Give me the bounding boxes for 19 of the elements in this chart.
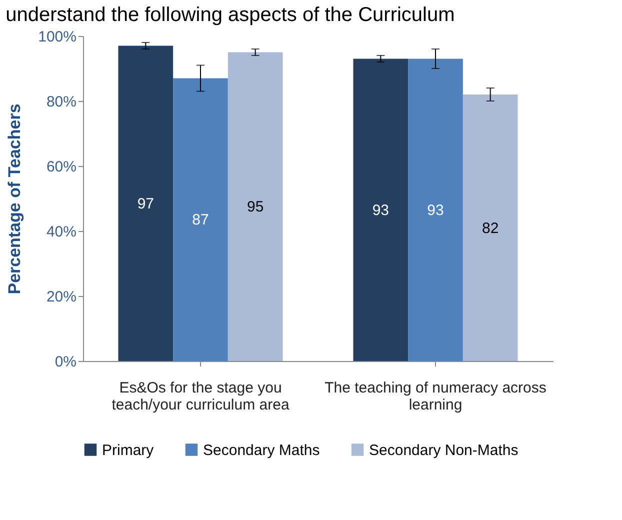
y-tick-label: 80% <box>46 94 76 110</box>
y-tick-label: 0% <box>54 354 76 370</box>
legend-label: Secondary Non-Maths <box>369 442 518 459</box>
chart-title: understand the following aspects of the Curriculum <box>6 4 455 26</box>
data-label: 87 <box>192 212 209 229</box>
legend-label: Secondary Maths <box>203 442 320 459</box>
y-axis-title: Percentage of Teachers <box>5 104 24 294</box>
y-tick-label: 40% <box>46 224 76 240</box>
data-label: 97 <box>137 195 154 212</box>
x-tick-label: The teaching of numeracy across learning <box>324 380 546 414</box>
data-label: 95 <box>246 198 264 216</box>
y-tick-label: 100% <box>38 28 76 46</box>
legend-label: Primary <box>102 442 154 459</box>
data-label: 93 <box>372 202 390 219</box>
x-tick-label: Es&Os for the stage you teach/your curriculum area <box>112 380 290 414</box>
data-label: 82 <box>482 220 499 237</box>
y-tick-label: 20% <box>46 288 76 306</box>
y-tick-label: 60% <box>46 158 76 176</box>
data-label: 93 <box>427 202 444 219</box>
